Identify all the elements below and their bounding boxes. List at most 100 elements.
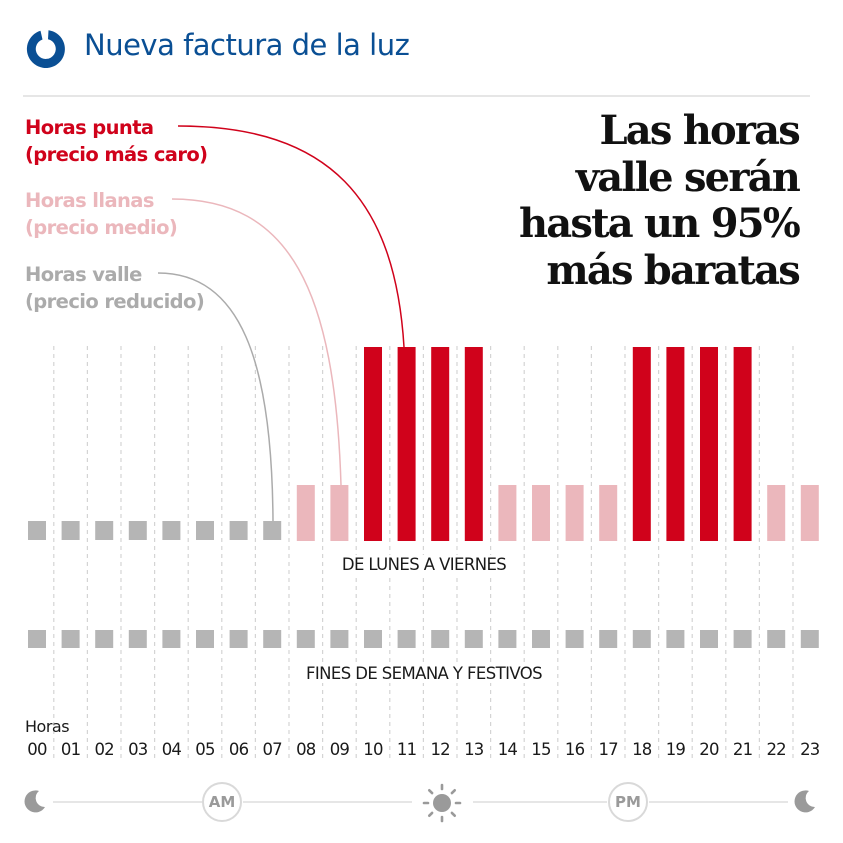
legend-llana: Horas llanas (precio medio) <box>25 187 178 241</box>
logo <box>22 25 70 73</box>
bar-weekend-05 <box>196 630 214 648</box>
x-tick-label: 15 <box>531 740 551 759</box>
bar-weekend-10 <box>364 630 382 648</box>
bar-weekend-23 <box>800 630 819 648</box>
legend-llana-title: Horas llanas <box>25 189 154 212</box>
page-title: Nueva factura de la luz <box>84 28 410 62</box>
bar-weekday-01 <box>61 521 80 540</box>
bar-weekend-15 <box>532 630 550 648</box>
bar-weekday-21 <box>733 347 752 541</box>
bar-weekend-17 <box>599 630 618 648</box>
x-tick-label: 13 <box>464 740 484 759</box>
bar-weekend-06 <box>229 630 248 648</box>
bar-weekend-16 <box>565 630 584 648</box>
bar-weekday-22 <box>767 485 786 541</box>
bar-weekend-09 <box>330 630 349 648</box>
x-tick-label: 18 <box>632 740 652 759</box>
legend-punta-title: Horas punta <box>25 116 154 139</box>
bar-weekend-07 <box>263 630 282 648</box>
bar-weekend-11 <box>397 630 416 648</box>
bar-weekday-18 <box>632 347 651 541</box>
leader-line-punta <box>177 125 405 348</box>
x-tick-label: 04 <box>161 740 182 759</box>
moon-icon <box>794 790 815 813</box>
x-tick-label: 03 <box>128 740 148 759</box>
bar-weekday-23 <box>800 485 819 541</box>
bar-weekday-19 <box>666 347 685 541</box>
bar-weekday-15 <box>532 485 550 541</box>
bar-weekday-11 <box>397 347 416 541</box>
headline-line: hasta un 95% <box>518 200 801 247</box>
moon-icon <box>24 790 45 813</box>
headline-line: Las horas <box>599 107 800 154</box>
x-tick-label: 19 <box>665 740 686 759</box>
legend-valle-subtitle: (precio reducido) <box>25 290 205 313</box>
bar-weekday-17 <box>599 485 618 541</box>
bar-weekend-04 <box>162 630 181 648</box>
bar-weekend-03 <box>128 630 147 648</box>
pm-badge: PM <box>608 782 648 822</box>
bar-weekday-00 <box>28 521 46 540</box>
bar-weekend-02 <box>95 630 114 648</box>
x-tick-label: 05 <box>195 740 215 759</box>
headline: Las horas valle serán hasta un 95% más b… <box>518 107 801 294</box>
x-tick-label: 21 <box>732 740 753 759</box>
sun-icon <box>422 783 462 823</box>
headline-line: valle serán <box>575 153 801 201</box>
bar-weekend-18 <box>632 630 651 648</box>
headline-line: más baratas <box>546 246 800 294</box>
x-tick-label: 08 <box>296 740 316 759</box>
bar-weekend-14 <box>498 630 517 648</box>
bar-weekday-14 <box>498 485 517 541</box>
bar-weekday-08 <box>296 485 315 541</box>
bar-weekend-20 <box>700 630 718 648</box>
bar-weekday-03 <box>128 521 147 540</box>
x-tick-label: 17 <box>598 740 618 759</box>
x-tick-label: 01 <box>60 740 81 759</box>
bar-weekday-05 <box>196 521 214 540</box>
row-label-weekends: FINES DE SEMANA Y FESTIVOS <box>299 664 549 683</box>
legend-valle: Horas valle (precio reducido) <box>25 261 205 315</box>
legend-valle-title: Horas valle <box>25 263 142 286</box>
x-tick-label: 10 <box>363 740 383 759</box>
leader-line-valle <box>157 272 274 522</box>
bar-weekend-01 <box>61 630 80 648</box>
x-tick-label: 09 <box>329 740 350 759</box>
x-axis-title: Horas <box>25 717 70 736</box>
bar-weekday-09 <box>330 485 349 541</box>
bar-weekend-13 <box>464 630 483 648</box>
bar-weekday-10 <box>364 347 382 541</box>
x-tick-label: 06 <box>228 740 249 759</box>
ring-logo-icon <box>26 30 65 69</box>
header-divider <box>23 95 810 97</box>
x-tick-label: 14 <box>497 740 518 759</box>
bar-weekend-19 <box>666 630 685 648</box>
x-tick-label: 16 <box>564 740 585 759</box>
bar-weekday-12 <box>431 347 450 541</box>
x-tick-label: 00 <box>27 740 47 759</box>
bar-weekday-02 <box>95 521 114 540</box>
x-tick-label: 02 <box>94 740 114 759</box>
leader-line-llana <box>171 198 342 486</box>
legend-punta-subtitle: (precio más caro) <box>25 143 208 166</box>
bar-weekend-08 <box>296 630 315 648</box>
bar-weekday-13 <box>464 347 483 541</box>
row-label-weekdays: DE LUNES A VIERNES <box>335 555 513 574</box>
x-tick-label: 20 <box>699 740 719 759</box>
bar-weekday-16 <box>565 485 584 541</box>
x-tick-label: 22 <box>766 740 786 759</box>
bar-weekday-20 <box>700 347 718 541</box>
x-tick-label: 23 <box>800 740 820 759</box>
bar-weekday-07 <box>263 521 282 540</box>
bar-weekday-04 <box>162 521 181 540</box>
bar-weekend-00 <box>28 630 46 648</box>
legend-llana-subtitle: (precio medio) <box>25 216 178 239</box>
x-tick-label: 07 <box>262 740 282 759</box>
bar-weekday-06 <box>229 521 248 540</box>
am-badge: AM <box>202 782 242 822</box>
x-tick-label: 11 <box>396 740 417 759</box>
bar-weekend-12 <box>431 630 450 648</box>
bar-weekend-21 <box>733 630 752 648</box>
legend-punta: Horas punta (precio más caro) <box>25 114 208 168</box>
